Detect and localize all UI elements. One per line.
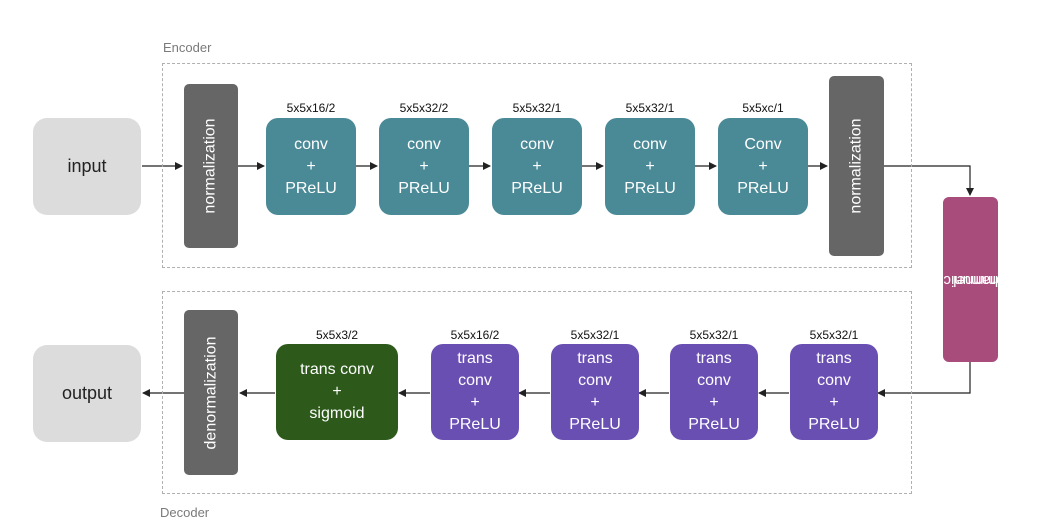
layer-line: PReLU <box>688 416 740 433</box>
encoder-group <box>162 63 912 268</box>
arrow-channel-to-decoder <box>877 362 971 397</box>
encoder-layer-3-param: 5x5x32/1 <box>512 101 562 115</box>
denormalization-label: denormalization <box>202 336 220 449</box>
encoder-normalization-block: normalization <box>184 84 238 248</box>
layer-line: + <box>532 157 542 175</box>
layer-line: conv <box>458 372 492 389</box>
layer-line: PReLU <box>569 416 621 433</box>
decoder-label: Decoder <box>160 505 210 520</box>
communication-channel-block: communication channel <box>911 197 1012 362</box>
layer-line: conv <box>520 135 554 153</box>
layer-line: + <box>306 157 316 175</box>
layer-line: conv <box>578 372 612 389</box>
decoder-layer-sigmoid-param: 5x5x3/2 <box>315 328 359 342</box>
encoder-label: Encoder <box>163 40 212 55</box>
layer-line: trans <box>816 350 852 367</box>
decoder-layer-5: trans conv + PReLU <box>790 344 878 440</box>
encoder-layer-5: Conv + PReLU <box>718 118 808 215</box>
output-label: output <box>61 383 113 403</box>
layer-line: + <box>645 157 655 175</box>
layer-line: PReLU <box>808 416 860 433</box>
arrow-norm-to-channel <box>884 165 974 196</box>
layer-line: PReLU <box>449 416 501 433</box>
layer-line: trans <box>696 350 732 367</box>
encoder-layer-3: conv + PReLU <box>492 118 582 215</box>
decoder-group <box>162 291 912 494</box>
layer-line: PReLU <box>285 179 337 197</box>
encoder-layer-1-param: 5x5x16/2 <box>286 101 336 115</box>
layer-line: + <box>709 394 719 411</box>
decoder-layer-sigmoid: trans conv + sigmoid <box>276 344 398 440</box>
layer-line: trans <box>577 350 613 367</box>
denormalization-block: denormalization <box>184 310 238 475</box>
output-block: output <box>33 345 141 442</box>
layer-line: + <box>829 394 839 411</box>
layer-line: conv <box>407 135 441 153</box>
layer-line: conv <box>294 135 328 153</box>
layer-line: trans <box>457 350 493 367</box>
encoder-layer-5-param: 5x5xc/1 <box>742 101 784 115</box>
decoder-layer-3: trans conv + PReLU <box>551 344 639 440</box>
decoder-layer-3-param: 5x5x32/1 <box>570 328 620 342</box>
encoder-layer-2: conv + PReLU <box>379 118 469 215</box>
layer-line: conv <box>817 372 851 389</box>
encoder-layer-1: conv + PReLU <box>266 118 356 215</box>
encoder-layer-4: conv + PReLU <box>605 118 695 215</box>
layer-line: conv <box>697 372 731 389</box>
layer-line: + <box>470 394 480 411</box>
encoder-normalization-label: normalization <box>202 118 219 214</box>
encoder-layer-2-param: 5x5x32/2 <box>399 101 449 115</box>
layer-line: sigmoid <box>309 405 365 422</box>
decoder-layer-4: trans conv + PReLU <box>670 344 758 440</box>
encoder-layer-4-param: 5x5x32/1 <box>625 101 675 115</box>
layer-line: trans conv <box>300 361 374 378</box>
decoder-layer-2-param: 5x5x16/2 <box>450 328 500 342</box>
decoder-layer-5-param: 5x5x32/1 <box>809 328 859 342</box>
channel-line: channel <box>953 271 1006 289</box>
encoder-output-normalization-label: normalization <box>847 118 865 214</box>
layer-line: Conv <box>744 135 782 153</box>
layer-line: + <box>590 394 600 411</box>
input-block: input <box>33 118 141 215</box>
encoder-output-normalization-block: normalization <box>829 76 884 256</box>
layer-line: PReLU <box>398 179 450 197</box>
layer-line: + <box>419 157 429 175</box>
layer-line: conv <box>633 135 667 153</box>
communication-channel-label: communication channel <box>911 229 1012 330</box>
decoder-layer-2: trans conv + PReLU <box>431 344 519 440</box>
layer-line: PReLU <box>511 179 563 197</box>
layer-line: + <box>332 383 342 400</box>
decoder-layer-4-param: 5x5x32/1 <box>689 328 739 342</box>
layer-line: PReLU <box>624 179 676 197</box>
layer-line: + <box>758 157 768 175</box>
input-label: input <box>67 156 107 176</box>
layer-line: PReLU <box>737 179 789 197</box>
